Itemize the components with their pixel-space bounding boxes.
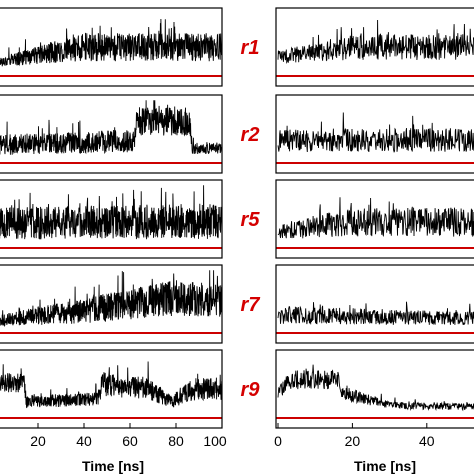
row-label-r5: r5 [241, 209, 261, 231]
row-label-r2: r2 [241, 124, 260, 146]
trace-left-r2 [0, 100, 222, 155]
panel-frame-left-r5 [0, 179, 223, 259]
x-tick-label-left-80: 80 [168, 433, 184, 449]
x-tick-label-left-100: 100 [203, 433, 227, 449]
x-tick-label-right-40: 40 [419, 433, 435, 449]
panel-frame-left-r9 [0, 349, 223, 429]
panel-frame-left-r7 [0, 264, 223, 344]
x-tick-label-right-0: 0 [274, 433, 282, 449]
x-axis-title-left: Time [ns] [82, 458, 144, 474]
x-tick-label-left-20: 20 [30, 433, 46, 449]
panel-frame-left-r1 [0, 7, 223, 87]
trace-right-r9 [277, 364, 474, 412]
panel-frame-right-r2 [275, 94, 474, 174]
panel-row-r2: r2 [0, 94, 474, 174]
trace-left-r5 [0, 185, 222, 240]
trace-left-r1 [0, 18, 222, 67]
row-label-r9: r9 [241, 379, 261, 401]
panel-row-r5: r5 [0, 179, 474, 259]
trace-left-r7 [0, 270, 222, 328]
row-label-r7: r7 [241, 294, 261, 316]
row-label-r1: r1 [241, 37, 260, 59]
panel-row-r9: r9 [0, 349, 474, 429]
trace-right-r2 [277, 112, 474, 153]
trace-right-r7 [277, 301, 474, 326]
panel-frame-right-r9 [275, 349, 474, 429]
panel-frame-left-r2 [0, 94, 223, 174]
x-tick-label-left-60: 60 [122, 433, 138, 449]
panel-row-r7: r7 [0, 264, 474, 344]
panel-frame-right-r1 [275, 7, 474, 87]
panel-frame-right-r7 [275, 264, 474, 344]
panel-row-r1: r1 [0, 7, 474, 87]
x-tick-label-left-40: 40 [76, 433, 92, 449]
trace-right-r1 [277, 19, 474, 65]
trace-left-r9 [0, 361, 222, 409]
panel-frame-right-r5 [275, 179, 474, 259]
x-tick-label-right-20: 20 [345, 433, 361, 449]
trace-right-r5 [277, 197, 474, 239]
x-axis-title-right: Time [ns] [354, 458, 416, 474]
